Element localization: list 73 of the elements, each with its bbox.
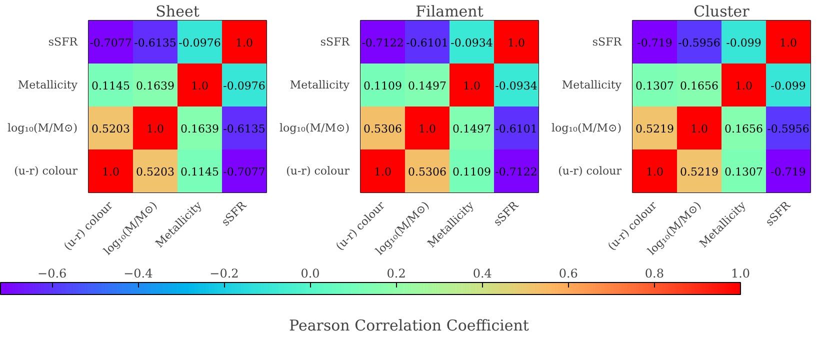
data-label: 0.5306	[408, 166, 447, 178]
data-label: -0.719	[770, 166, 806, 178]
color-bar-label: 0.2	[386, 266, 406, 280]
y-tick-label: (u-r) colour	[558, 164, 622, 178]
data-label: 0.1307	[636, 80, 674, 92]
data-label: 1.0	[463, 80, 481, 92]
data-label: -0.099	[726, 36, 762, 50]
data-label: 1.0	[735, 80, 753, 92]
data-label: 1.0	[418, 122, 436, 136]
y-tick-label: sSFR	[48, 36, 78, 48]
data-label: 0.1145	[180, 166, 220, 178]
data-label: 0.1109	[452, 166, 492, 178]
data-label: 0.1656	[680, 80, 719, 92]
color-bar-label: 0.0	[300, 266, 320, 280]
data-label: -0.6101	[406, 36, 448, 50]
data-label: 0.1497	[452, 122, 492, 136]
color-bar-label: −0.4	[124, 266, 154, 280]
data-label: 0.1656	[724, 122, 764, 136]
chart-title: Filament	[416, 2, 484, 20]
data-label: -0.0976	[178, 36, 221, 50]
y-tick-label: log₁₀(M/M⊙)	[7, 122, 78, 134]
data-label: -0.7122	[495, 166, 538, 178]
y-tick-label: Metallicity	[290, 78, 350, 92]
data-label: 1.0	[236, 36, 254, 50]
data-label: 1.0	[646, 166, 664, 178]
data-label: -0.7077	[223, 166, 266, 178]
data-label: -0.5956	[678, 36, 720, 50]
data-label: -0.7122	[362, 36, 404, 50]
y-tick-label: sSFR	[320, 36, 350, 48]
data-label: -0.0934	[450, 36, 493, 50]
y-tick-label: log₁₀(M/M⊙)	[551, 122, 622, 134]
data-label: -0.6101	[495, 122, 538, 136]
color-bar-label: 1.0	[730, 266, 750, 280]
data-label: -0.0976	[223, 80, 266, 92]
data-label: 0.1109	[364, 80, 402, 92]
data-label: 1.0	[146, 122, 164, 136]
data-label: 1.0	[374, 166, 392, 178]
data-label: -0.719	[637, 36, 672, 50]
y-tick-label: log₁₀(M/M⊙)	[279, 122, 350, 134]
color-bar-label: −0.6	[38, 266, 67, 280]
data-label: 0.5203	[136, 166, 175, 178]
y-tick-label: (u-r) colour	[14, 164, 78, 178]
data-label: -0.6135	[223, 122, 266, 136]
data-label: -0.099	[770, 80, 806, 92]
y-tick-label: Metallicity	[18, 78, 78, 92]
color-bar-label: 0.6	[558, 266, 578, 280]
data-label: -0.7077	[90, 36, 132, 50]
data-label: 0.1497	[408, 80, 447, 92]
data-label: 0.5219	[680, 166, 719, 178]
data-label: 1.0	[508, 36, 526, 50]
color-bar-label: 0.8	[644, 266, 664, 280]
data-label: 1.0	[102, 166, 120, 178]
y-tick-label: (u-r) colour	[286, 164, 350, 178]
chart-title: Sheet	[156, 2, 200, 20]
y-tick-label: Metallicity	[562, 78, 622, 92]
data-label: 0.5306	[364, 122, 402, 136]
data-label: 0.1307	[724, 166, 764, 178]
data-label: 1.0	[690, 122, 708, 136]
color-bar-label: −0.2	[210, 266, 239, 280]
y-tick-label: sSFR	[592, 36, 622, 48]
data-label: 0.1639	[136, 80, 175, 92]
color-bar-title: Pearson Correlation Coefficient	[289, 316, 529, 334]
data-label: -0.6135	[134, 36, 176, 50]
data-label: 0.5219	[636, 122, 674, 136]
data-label: 1.0	[780, 36, 798, 50]
data-label: 1.0	[191, 80, 209, 92]
color-bar-label: 0.4	[472, 266, 492, 280]
data-label: 0.1145	[92, 80, 130, 92]
chart-title: Cluster	[694, 2, 750, 20]
data-label: -0.0934	[495, 80, 538, 92]
data-label: 0.1639	[180, 122, 220, 136]
data-label: -0.5956	[767, 122, 810, 136]
data-label: 0.5203	[92, 122, 130, 136]
